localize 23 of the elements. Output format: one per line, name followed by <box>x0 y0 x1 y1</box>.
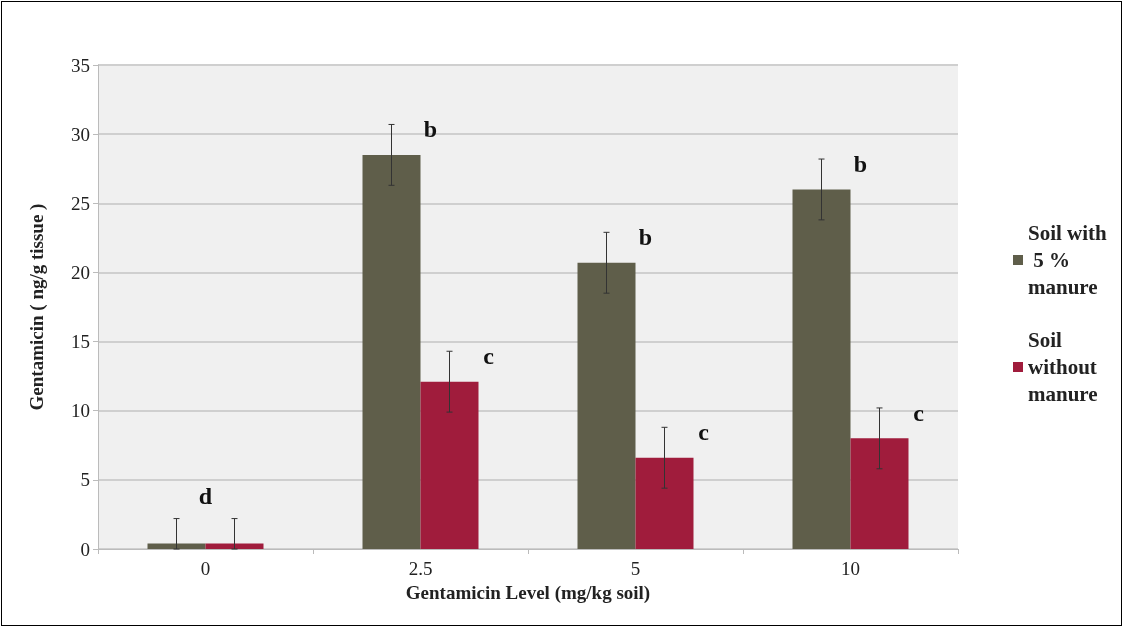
y-tick-label: 20 <box>71 261 90 283</box>
y-tick-label: 15 <box>71 331 90 353</box>
data-label: b <box>853 151 868 178</box>
data-label: c <box>698 419 710 446</box>
y-axis-title: Gentamicin ( ng/g tissue ) <box>26 203 48 411</box>
x-tick-label: 5 <box>630 558 641 579</box>
y-tick-label: 30 <box>71 123 90 145</box>
x-tick-label: 2.5 <box>408 558 433 579</box>
data-label: c <box>913 399 925 426</box>
x-tick-label: 10 <box>841 558 860 579</box>
data-label: b <box>423 116 438 143</box>
y-tick-label: 35 <box>71 54 90 76</box>
data-label: d <box>198 482 213 509</box>
y-tick-label: 25 <box>71 192 90 214</box>
x-axis-title: Gentamicin Level (mg/kg soil) <box>405 581 651 604</box>
legend-label: Soil with 5 % manure <box>1028 221 1108 299</box>
data-label: b <box>638 224 653 251</box>
y-tick-label: 5 <box>80 469 90 491</box>
y-tick-label: 10 <box>71 400 90 422</box>
y-tick-label: 0 <box>80 538 90 560</box>
x-tick-label: 0 <box>200 558 211 579</box>
data-label: c <box>483 343 495 370</box>
legend-label: Soil without manure <box>1028 328 1103 406</box>
